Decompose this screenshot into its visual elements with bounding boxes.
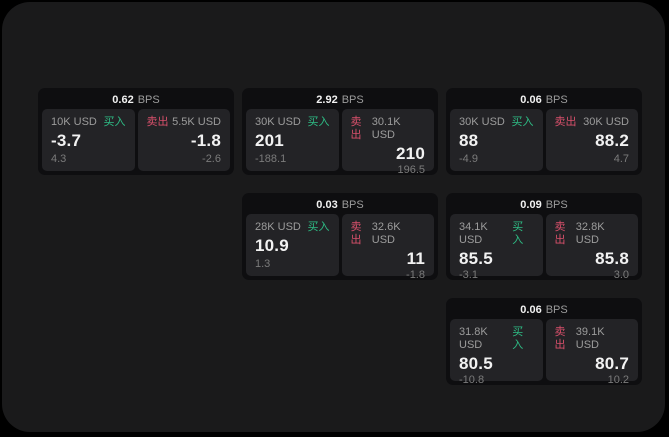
spread-unit: BPS	[545, 199, 568, 211]
sell-price: 210	[396, 144, 425, 163]
spread-value: 0.06	[520, 304, 542, 316]
buy-delta: -3.1	[459, 269, 478, 281]
sell-delta: -2.6	[202, 153, 221, 165]
buy-delta: -10.8	[459, 374, 485, 386]
sell-label: 卖出	[146, 116, 169, 128]
buy-label: 买入	[307, 116, 330, 128]
buy-delta: 4.3	[51, 153, 67, 165]
sell-price: 11	[406, 249, 425, 268]
buy-label: 买入	[511, 116, 534, 128]
spread-value: 0.62	[112, 94, 134, 106]
spread-header: 0.09 BPS	[446, 193, 642, 214]
buy-price: 88	[459, 131, 479, 150]
sell-price: 85.8	[595, 249, 629, 268]
sell-quote-cell[interactable]: 卖出 30.1K USD 210 196.5	[341, 109, 434, 176]
sell-amount: 5.5K USD	[172, 116, 221, 128]
buy-price: 10.9	[255, 236, 289, 255]
buy-amount: 30K USD	[459, 116, 505, 128]
sell-quote-cell[interactable]: 卖出 32.8K USD 85.8 3.0	[545, 214, 638, 281]
buy-quote-cell[interactable]: 10K USD 买入 -3.7 4.3	[42, 109, 135, 171]
sell-label: 卖出	[554, 221, 566, 246]
spread-unit: BPS	[341, 199, 364, 211]
buy-price: -3.7	[51, 131, 82, 150]
spread-value: 2.92	[316, 94, 338, 106]
app-panel: 0.62 BPS 10K USD 买入 -3.7 4.3 卖出 5.5K USD	[2, 2, 665, 432]
spread-header: 0.03 BPS	[242, 193, 438, 214]
spread-unit: BPS	[545, 94, 568, 106]
spread-value: 0.09	[520, 199, 542, 211]
buy-price: 80.5	[459, 354, 493, 373]
sell-quote-cell[interactable]: 卖出 5.5K USD -1.8 -2.6	[137, 109, 230, 171]
buy-price: 85.5	[459, 249, 493, 268]
buy-label: 买入	[512, 326, 524, 351]
sell-amount: 32.6K USD	[371, 221, 401, 246]
buy-delta: -4.9	[459, 153, 478, 165]
buy-delta: 1.3	[255, 258, 271, 270]
sell-label: 卖出	[554, 326, 566, 351]
buy-quote-cell[interactable]: 30K USD 买入 201 -188.1	[246, 109, 339, 171]
quote-card: 2.92 BPS 30K USD 买入 201 -188.1 卖出 30.1K …	[242, 88, 438, 176]
sell-price: 80.7	[595, 354, 629, 373]
sell-delta: 3.0	[613, 269, 629, 281]
sell-label: 卖出	[554, 116, 577, 128]
sell-label: 卖出	[350, 221, 362, 246]
spread-unit: BPS	[341, 94, 364, 106]
sell-delta: 196.5	[397, 164, 425, 176]
buy-quote-cell[interactable]: 28K USD 买入 10.9 1.3	[246, 214, 339, 276]
sell-price: -1.8	[190, 131, 221, 150]
spread-header: 0.62 BPS	[38, 88, 234, 109]
quote-card: 0.06 BPS 30K USD 买入 88 -4.9 卖出 30K USD	[446, 88, 642, 175]
spread-header: 2.92 BPS	[242, 88, 438, 109]
sell-delta: 4.7	[613, 153, 629, 165]
spread-value: 0.06	[520, 94, 542, 106]
buy-label: 买入	[512, 221, 524, 246]
sell-amount: 30K USD	[583, 116, 629, 128]
buy-amount: 34.1K USD	[459, 221, 488, 246]
spread-value: 0.03	[316, 199, 338, 211]
sell-delta: 10.2	[607, 374, 629, 386]
sell-amount: 32.8K USD	[575, 221, 605, 246]
quote-card: 0.03 BPS 28K USD 买入 10.9 1.3 卖出 32.6K US…	[242, 193, 438, 281]
buy-price: 201	[255, 131, 284, 150]
buy-quote-cell[interactable]: 31.8K USD 买入 80.5 -10.8	[450, 319, 543, 386]
buy-amount: 10K USD	[51, 116, 97, 128]
sell-amount: 39.1K USD	[575, 326, 605, 351]
buy-amount: 30K USD	[255, 116, 301, 128]
spread-unit: BPS	[545, 304, 568, 316]
sell-quote-cell[interactable]: 卖出 30K USD 88.2 4.7	[545, 109, 638, 171]
buy-delta: -188.1	[255, 153, 287, 165]
quote-card: 0.06 BPS 31.8K USD 买入 80.5 -10.8 卖出 39.1…	[446, 298, 642, 386]
sell-delta: -1.8	[406, 269, 425, 281]
quote-card: 0.62 BPS 10K USD 买入 -3.7 4.3 卖出 5.5K USD	[38, 88, 234, 175]
spread-unit: BPS	[137, 94, 160, 106]
quote-card: 0.09 BPS 34.1K USD 买入 85.5 -3.1 卖出 32.8K…	[446, 193, 642, 281]
spread-header: 0.06 BPS	[446, 298, 642, 319]
sell-price: 88.2	[595, 131, 629, 150]
spread-header: 0.06 BPS	[446, 88, 642, 109]
buy-amount: 28K USD	[255, 221, 301, 233]
buy-label: 买入	[103, 116, 126, 128]
buy-quote-cell[interactable]: 34.1K USD 买入 85.5 -3.1	[450, 214, 543, 281]
sell-amount: 30.1K USD	[371, 116, 401, 141]
buy-label: 买入	[307, 221, 330, 233]
sell-quote-cell[interactable]: 卖出 32.6K USD 11 -1.8	[341, 214, 434, 281]
buy-quote-cell[interactable]: 30K USD 买入 88 -4.9	[450, 109, 543, 171]
buy-amount: 31.8K USD	[459, 326, 488, 351]
sell-label: 卖出	[350, 116, 362, 141]
sell-quote-cell[interactable]: 卖出 39.1K USD 80.7 10.2	[545, 319, 638, 386]
